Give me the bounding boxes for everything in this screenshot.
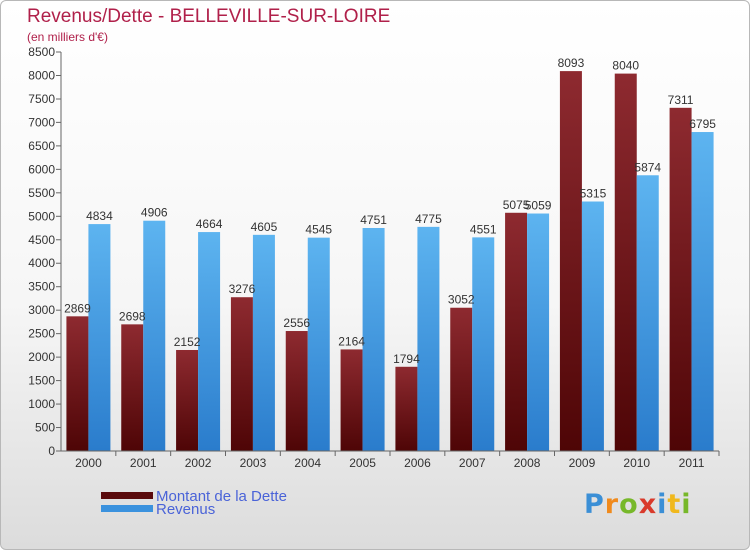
x-tick-label: 2011 bbox=[679, 456, 705, 470]
bar-revenus bbox=[198, 232, 221, 451]
legend-swatch bbox=[101, 492, 153, 499]
chart-subtitle: (en milliers d'€) bbox=[27, 30, 108, 44]
y-tick-label: 8500 bbox=[28, 45, 55, 59]
data-label: 6795 bbox=[689, 117, 716, 131]
data-label: 4605 bbox=[251, 220, 278, 234]
bar-revenus bbox=[472, 237, 495, 451]
y-tick-label: 5500 bbox=[28, 186, 55, 200]
data-label: 7311 bbox=[668, 93, 694, 107]
y-axis: 0 500 1000 1500 2000 2500 3000 3500 4000 4500 5000… bbox=[28, 45, 62, 458]
data-label: 5075 bbox=[503, 198, 530, 212]
data-label: 2698 bbox=[119, 309, 146, 323]
x-tick-label: 2002 bbox=[185, 456, 212, 470]
data-label: 8093 bbox=[558, 56, 585, 70]
y-tick-label: 5000 bbox=[28, 209, 55, 223]
legend-label: Revenus bbox=[156, 501, 215, 518]
data-label: 5874 bbox=[634, 160, 661, 174]
bar-revenus bbox=[636, 175, 659, 452]
x-tick-label: 2006 bbox=[404, 456, 431, 470]
bar-dette bbox=[614, 73, 637, 451]
bar-revenus bbox=[527, 213, 550, 451]
bar-dette bbox=[559, 71, 582, 452]
bar-dette bbox=[176, 349, 199, 451]
y-tick-label: 7500 bbox=[28, 92, 55, 106]
y-tick-label: 6000 bbox=[28, 162, 55, 176]
bar-revenus bbox=[417, 226, 440, 451]
bar-revenus bbox=[581, 201, 604, 451]
y-tick-label: 0 bbox=[48, 444, 55, 458]
y-tick-label: 3500 bbox=[28, 280, 55, 294]
bar-revenus bbox=[307, 237, 330, 451]
data-label: 4664 bbox=[196, 217, 223, 231]
y-tick-label: 1500 bbox=[28, 374, 55, 388]
chart-title: Revenus/Dette - BELLEVILLE-SUR-LOIRE bbox=[27, 6, 391, 27]
data-label: 4751 bbox=[360, 213, 387, 227]
data-label: 2152 bbox=[174, 335, 201, 349]
x-tick-label: 2007 bbox=[459, 456, 486, 470]
data-label: 3052 bbox=[448, 293, 475, 307]
y-tick-label: 2000 bbox=[28, 350, 55, 364]
data-label: 4906 bbox=[141, 206, 168, 220]
data-label: 5315 bbox=[580, 187, 607, 201]
y-tick-label: 2500 bbox=[28, 327, 55, 341]
y-tick-label: 1000 bbox=[28, 397, 55, 411]
y-tick-label: 8000 bbox=[28, 68, 55, 82]
bar-revenus bbox=[88, 224, 111, 451]
y-tick-label: 4500 bbox=[28, 233, 55, 247]
x-tick-label: 2001 bbox=[130, 456, 157, 470]
x-axis: 2000 2001 2002 2003 2004 2005 2006 2007 2008 2009… bbox=[61, 450, 720, 470]
bar-revenus bbox=[252, 234, 275, 451]
y-tick-label: 6500 bbox=[28, 139, 55, 153]
bar-dette bbox=[340, 349, 363, 451]
data-label: 8040 bbox=[612, 59, 639, 73]
data-label: 5059 bbox=[525, 199, 552, 213]
x-tick-label: 2008 bbox=[514, 456, 541, 470]
bar-revenus bbox=[362, 227, 385, 451]
legend-swatch bbox=[101, 505, 153, 512]
y-tick-label: 4000 bbox=[28, 256, 55, 270]
bar-dette bbox=[66, 316, 89, 451]
x-tick-label: 2005 bbox=[349, 456, 376, 470]
x-tick-label: 2004 bbox=[294, 456, 321, 470]
data-label: 4551 bbox=[470, 222, 497, 236]
bar-revenus bbox=[691, 132, 714, 451]
data-label: 4545 bbox=[305, 223, 332, 237]
y-tick-label: 7000 bbox=[28, 115, 55, 129]
bar-dette bbox=[450, 307, 473, 451]
data-label: 2164 bbox=[338, 334, 365, 348]
value-labels: 2869 4834 2698 4906 2152 4664 3276 4605 2556 4545… bbox=[64, 56, 716, 366]
x-tick-label: 2010 bbox=[623, 456, 650, 470]
y-tick-label: 500 bbox=[35, 421, 55, 435]
x-tick-label: 2009 bbox=[569, 456, 596, 470]
bar-dette bbox=[230, 297, 253, 451]
bars bbox=[66, 71, 714, 452]
bar-revenus bbox=[143, 220, 166, 451]
data-label: 2556 bbox=[283, 316, 310, 330]
data-label: 3276 bbox=[229, 282, 256, 296]
x-tick-label: 2000 bbox=[75, 456, 102, 470]
data-label: 4834 bbox=[86, 209, 113, 223]
data-label: 4775 bbox=[415, 212, 442, 226]
bar-dette bbox=[669, 107, 692, 452]
legend-label: Montant de la Dette bbox=[156, 488, 287, 505]
bar-dette bbox=[395, 366, 418, 451]
bar-dette bbox=[285, 331, 308, 451]
proxiti-logo: Proxiti bbox=[584, 489, 692, 520]
bar-dette bbox=[505, 212, 528, 451]
y-tick-label: 3000 bbox=[28, 303, 55, 317]
data-label: 1794 bbox=[393, 352, 420, 366]
data-label: 2869 bbox=[64, 301, 91, 315]
x-tick-label: 2003 bbox=[240, 456, 267, 470]
bar-dette bbox=[121, 324, 144, 451]
